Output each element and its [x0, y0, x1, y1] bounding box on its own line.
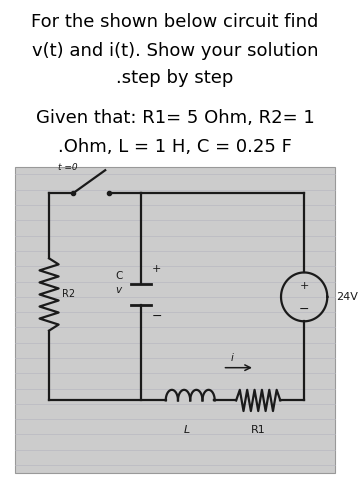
- Text: +: +: [300, 281, 309, 291]
- Text: R1: R1: [251, 426, 266, 435]
- Text: −: −: [299, 302, 309, 315]
- Text: v: v: [116, 284, 122, 295]
- Text: 24V: 24V: [336, 292, 357, 302]
- Text: +: +: [152, 264, 161, 274]
- Text: i: i: [231, 353, 234, 363]
- Text: For the shown below circuit find: For the shown below circuit find: [31, 13, 319, 31]
- Text: .Ohm, L = 1 H, C = 0.25 F: .Ohm, L = 1 H, C = 0.25 F: [58, 138, 292, 156]
- Text: .step by step: .step by step: [116, 69, 234, 87]
- Text: Given that: R1= 5 Ohm, R2= 1: Given that: R1= 5 Ohm, R2= 1: [36, 109, 314, 127]
- Text: C: C: [116, 271, 123, 281]
- Text: −: −: [152, 310, 162, 323]
- Text: R2: R2: [62, 289, 75, 299]
- Text: L: L: [184, 426, 190, 435]
- Bar: [15, 167, 335, 473]
- Text: t =0: t =0: [58, 163, 77, 172]
- Text: v(t) and i(t). Show your solution: v(t) and i(t). Show your solution: [32, 42, 318, 59]
